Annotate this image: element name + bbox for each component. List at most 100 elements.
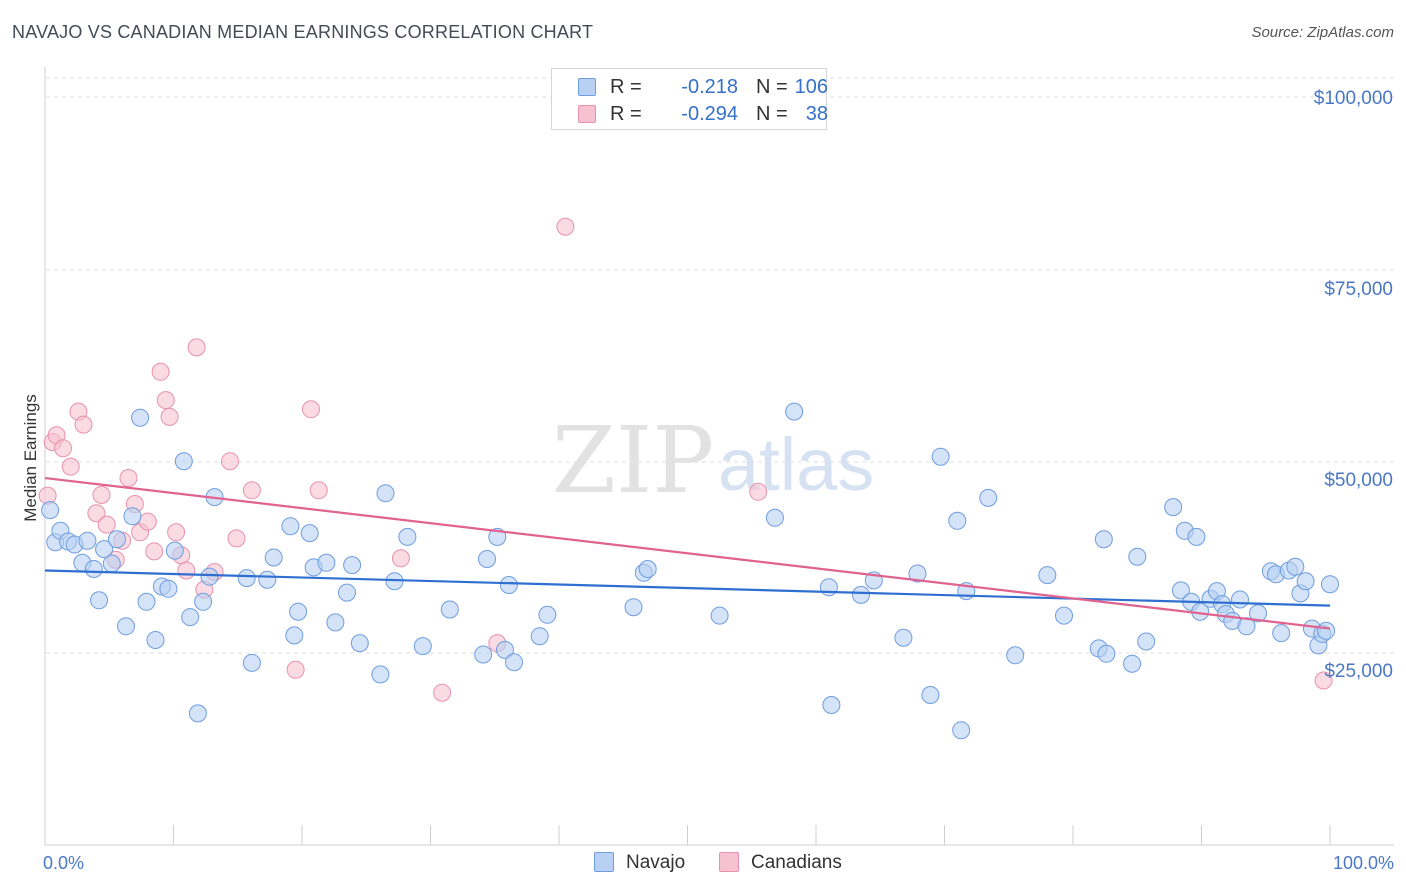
navajo-point <box>710 606 729 625</box>
navajo-point <box>1055 606 1073 625</box>
navajo-point <box>1094 530 1113 549</box>
navajo-point <box>159 579 178 598</box>
navajo-point <box>131 408 150 427</box>
navajo-point <box>281 517 300 536</box>
navajo-point <box>624 598 643 617</box>
y-axis-label: Median Earnings <box>21 394 40 522</box>
navajo-point <box>1171 581 1190 600</box>
navajo-point <box>1164 498 1183 517</box>
navajo-point <box>638 560 657 578</box>
navajo-point <box>350 634 369 653</box>
navajo-point <box>1317 621 1336 640</box>
legend-n-value: 106 <box>794 76 828 98</box>
navajo-point <box>41 501 60 520</box>
y-tick-label-100000: $100,000 <box>1314 88 1393 109</box>
canadians-point <box>160 407 179 426</box>
navajo-point <box>95 540 114 559</box>
navajo-point <box>137 592 156 611</box>
navajo-point <box>84 560 103 578</box>
navajo-point <box>108 530 126 549</box>
navajo-point <box>894 628 913 647</box>
navajo-point <box>413 637 432 656</box>
canadians-point <box>145 542 164 561</box>
bottom-legend-navajo-label: Navajo <box>626 852 686 873</box>
navajo-point <box>123 507 142 526</box>
navajo-point <box>1286 557 1305 576</box>
canadians-point <box>92 485 111 504</box>
canadians-point <box>221 452 239 471</box>
navajo-point <box>530 627 549 646</box>
navajo-point <box>474 645 493 664</box>
canadians-point <box>556 217 575 236</box>
canadians-point <box>302 400 320 419</box>
navajo-point <box>505 653 523 672</box>
x-tick-label-min: 0.0% <box>43 853 84 873</box>
navajo-swatch <box>578 78 596 96</box>
canadians-point <box>119 469 138 487</box>
canadians-point <box>97 515 116 534</box>
navajo-point <box>174 452 193 471</box>
canadians-point <box>286 660 305 679</box>
watermark-zip: ZIP <box>552 407 714 514</box>
canadians-point <box>749 482 768 501</box>
navajo-point <box>200 567 219 586</box>
navajo-point <box>488 527 507 546</box>
navajo-points <box>41 402 1339 740</box>
navajo-point <box>317 553 336 572</box>
canadians-point <box>87 504 106 523</box>
canadians-point <box>61 457 80 476</box>
navajo-point <box>1038 566 1057 585</box>
canadians-trend-line <box>44 476 1331 630</box>
navajo-point <box>478 550 496 568</box>
navajo-point <box>908 564 927 583</box>
chart-title: NAVAJO VS CANADIAN MEDIAN EARNINGS CORRE… <box>12 22 594 42</box>
navajo-point <box>819 578 838 597</box>
navajo-point <box>499 576 518 594</box>
y-tick-label-75000: $75,000 <box>1324 279 1393 300</box>
navajo-point <box>258 570 277 589</box>
canadians-point <box>156 391 175 410</box>
canadians-point <box>177 561 196 580</box>
navajo-point <box>765 508 784 527</box>
y-tick-label-25000: $25,000 <box>1324 661 1393 682</box>
navajo-point <box>440 600 459 619</box>
navajo-trend-line <box>44 569 1331 607</box>
navajo-point <box>852 585 870 604</box>
navajo-point <box>1137 632 1156 651</box>
navajo-point <box>165 541 184 560</box>
navajo-point <box>948 511 967 530</box>
legend-r-label: R = <box>610 103 642 125</box>
navajo-point <box>1187 527 1206 546</box>
navajo-point <box>1123 654 1142 673</box>
bottom-legend-canadians-label: Canadians <box>751 852 842 873</box>
canadians-point <box>242 481 261 500</box>
navajo-point <box>188 704 207 723</box>
navajo-point <box>326 613 345 632</box>
navajo-point <box>264 548 283 567</box>
navajo-point <box>117 617 135 636</box>
navajo-point <box>371 665 390 684</box>
navajo-point <box>102 554 121 573</box>
canadians-point <box>138 512 157 531</box>
navajo-point <box>398 527 417 546</box>
source-note: Source: ZipAtlas.com <box>1251 24 1394 41</box>
y-tick-label-50000: $50,000 <box>1324 470 1393 491</box>
canadians-point <box>433 683 452 702</box>
legend-n-value: 38 <box>805 103 828 125</box>
navajo-point <box>1249 604 1267 623</box>
navajo-point <box>952 721 971 740</box>
legend-r-value: -0.218 <box>681 76 738 98</box>
navajo-point <box>979 488 998 507</box>
navajo-point <box>1097 644 1116 663</box>
navajo-point <box>181 608 200 627</box>
navajo-point <box>1006 646 1025 665</box>
x-tick-label-max: 100.0% <box>1333 853 1394 873</box>
navajo-point <box>300 524 319 543</box>
canadians-swatch <box>719 852 739 872</box>
navajo-point <box>921 686 940 704</box>
navajo-point <box>285 626 304 645</box>
x-axis-ticks <box>173 825 1331 845</box>
navajo-point <box>785 402 804 421</box>
navajo-point <box>1128 547 1147 566</box>
watermark-atlas: atlas <box>718 423 874 506</box>
